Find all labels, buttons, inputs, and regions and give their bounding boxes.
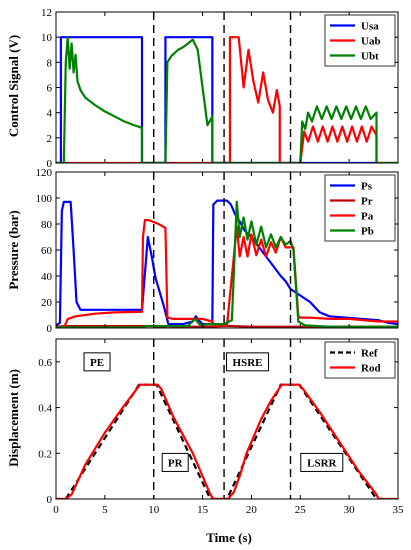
annotation-box xyxy=(83,352,111,372)
ylabel-control-signal: Control Signal (V) xyxy=(6,35,21,137)
y-tick-label: 100 xyxy=(36,193,53,205)
y-tick-label: 20 xyxy=(41,297,53,309)
annotation-label: PR xyxy=(168,457,184,469)
y-tick-label: 12 xyxy=(41,7,52,19)
annotation-box xyxy=(161,452,189,472)
y-tick-label: 80 xyxy=(41,219,53,231)
x-tick-label: 30 xyxy=(344,504,356,516)
axes-frame xyxy=(55,338,399,500)
y-tick-label: 120 xyxy=(36,167,53,179)
xlabel-time: Time (s) xyxy=(206,530,252,545)
displacement-panel: 0 0.2 0.4 0.6 0 5 10 15 20 25 30 35 Ref Rod PE PR HSRE LS… xyxy=(38,338,405,516)
y-tick-label: 0.2 xyxy=(38,448,52,460)
y-tick-label: 2 xyxy=(47,133,53,145)
legend: Ref Rod xyxy=(324,341,396,379)
legend-label-uab: Uab xyxy=(361,36,381,48)
control-signal-panel: 0 2 4 6 8 10 12 Usa Uab Ubt xyxy=(41,7,399,170)
y-tick-label: 0 xyxy=(47,323,53,335)
y-tick-label: 0.6 xyxy=(38,357,52,369)
legend-box xyxy=(324,341,396,379)
legend-label-pa: Pa xyxy=(361,211,374,223)
series-line-pb xyxy=(56,200,398,328)
annotation-box xyxy=(300,452,344,472)
x-tick-label: 25 xyxy=(295,504,307,516)
x-tick-label: 15 xyxy=(197,504,209,516)
series-line-ref xyxy=(56,383,398,499)
annotation-box xyxy=(226,352,270,372)
ylabel-displacement: Displacement (m) xyxy=(6,369,21,467)
y-tick-label: 10 xyxy=(41,32,53,44)
annotation-lsrr: LSRR xyxy=(300,452,344,472)
annotation-pe: PE xyxy=(83,352,111,372)
annotation-pr: PR xyxy=(161,452,189,472)
y-tick-label: 4 xyxy=(47,108,53,120)
x-tick-label: 20 xyxy=(246,504,258,516)
legend-label-ps: Ps xyxy=(361,181,373,193)
y-tick-label: 60 xyxy=(41,245,53,257)
x-tick-label: 10 xyxy=(148,504,160,516)
annotation-label: HSRE xyxy=(233,357,263,369)
ylabel-pressure: Pressure (bar) xyxy=(6,210,21,289)
series-line-ubt xyxy=(56,36,398,163)
series-line-usa xyxy=(56,36,379,163)
legend-label-ref: Ref xyxy=(361,348,378,360)
series-line-ps xyxy=(56,199,398,327)
y-tick-label: 6 xyxy=(47,83,53,95)
y-tick-label: 40 xyxy=(41,271,53,283)
legend-label-rod: Rod xyxy=(361,363,381,375)
y-tick-label: 0.4 xyxy=(38,403,52,415)
annotation-label: LSRR xyxy=(307,457,337,469)
y-tick-label: 0 xyxy=(47,158,53,170)
legend-label-ubt: Ubt xyxy=(361,51,379,63)
legend-label-pr: Pr xyxy=(361,196,373,208)
x-tick-label: 5 xyxy=(102,504,108,516)
annotation-label: PE xyxy=(90,357,104,369)
y-tick-label: 8 xyxy=(47,57,53,69)
x-tick-label: 0 xyxy=(53,504,59,516)
series-line-rod xyxy=(56,383,398,499)
series-line-uab xyxy=(56,36,398,163)
annotation-hsre: HSRE xyxy=(226,352,270,372)
y-tick-label: 0 xyxy=(47,494,53,506)
legend: Ps Pr Pa Pb xyxy=(324,174,396,242)
pressure-panel: 0 20 40 60 80 100 120 Ps Pr Pa Pb xyxy=(36,167,399,335)
legend-label-usa: Usa xyxy=(361,21,379,33)
legend: Usa Uab Ubt xyxy=(324,14,396,67)
x-tick-label: 35 xyxy=(393,504,405,516)
legend-label-pb: Pb xyxy=(361,226,374,238)
